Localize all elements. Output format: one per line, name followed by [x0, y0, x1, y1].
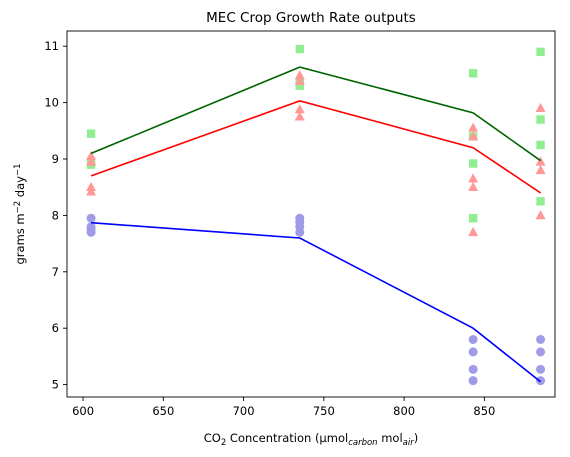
y-tick-label: 11 [44, 39, 59, 53]
series-line-3 [91, 221, 542, 383]
scatter-point-circle-8 [295, 227, 305, 237]
scatter-point-circle-14 [536, 347, 546, 357]
x-axis: 600 650 700 750 800 850 [72, 397, 495, 418]
scatter-point-square-4 [295, 44, 304, 54]
x-tick-label: 850 [473, 404, 495, 418]
scatter-point-triangle-11 [468, 173, 479, 183]
scatter-point-triangle-13 [468, 226, 479, 237]
scatter-point-square-10 [468, 214, 478, 223]
scatter-point-triangle-7 [294, 103, 305, 114]
scatter-point-triangle-10 [468, 131, 479, 141]
scatter-point-triangle-4 [86, 186, 97, 196]
y-axis: 5 6 7 8 9 10 11 [44, 39, 67, 392]
series-lines [90, 66, 542, 383]
x-tick-label: 800 [393, 404, 415, 418]
scatter-point-triangle-12 [468, 181, 479, 192]
scatter-point-circle-4 [86, 227, 96, 237]
scatter-point-triangle-15 [535, 156, 546, 166]
scatter-point-circle-10 [468, 347, 478, 357]
x-tick-label: 700 [233, 404, 255, 418]
scatter-point-circle-9 [468, 334, 478, 344]
scatter-point-square-9 [468, 159, 478, 168]
scatter-point-circle-16 [536, 376, 546, 386]
scatter-point-square-7 [468, 69, 478, 78]
scatter-point-triangle-8 [294, 111, 305, 121]
scatter-point-triangle-5 [294, 70, 305, 80]
x-axis-label: CO2 Concentration (µmolcarbon molair) [204, 431, 418, 448]
scatter-point-square-11 [536, 47, 545, 57]
y-tick-label: 7 [52, 265, 59, 279]
series-line-1 [90, 66, 542, 162]
scatter-point-circle-13 [536, 334, 546, 344]
scatter-point-square-1 [86, 129, 96, 138]
scatter-point-triangle-14 [535, 102, 546, 113]
scatter-point-square-14 [536, 197, 545, 206]
y-tick-label: 6 [52, 321, 59, 335]
scatter-point-square-13 [536, 140, 545, 150]
scatter-point-circle-1 [86, 213, 96, 223]
y-tick-label: 5 [52, 378, 59, 392]
plot-marks [86, 44, 546, 386]
scatter-point-triangle-9 [468, 122, 479, 132]
x-tick-label: 600 [72, 404, 94, 418]
x-tick-label: 750 [313, 404, 335, 418]
scatter-point-square-12 [536, 115, 545, 124]
scatter-point-triangle-2 [86, 156, 97, 166]
scatter-point-triangle-17 [535, 210, 546, 220]
scatter-point-circle-15 [536, 364, 546, 374]
scatter-point-triangle-6 [294, 75, 305, 85]
scatter-point-circle-12 [468, 376, 478, 386]
chart-title: MEC Crop Growth Rate outputs [206, 10, 416, 26]
scatter-point-square-6 [295, 81, 304, 90]
y-tick-label: 10 [44, 96, 59, 110]
series-line-2 [90, 100, 542, 194]
scatter-point-triangle-16 [535, 164, 546, 175]
scatter-point-triangle-1 [86, 150, 97, 160]
y-axis-label: grams m−2 day−1 [13, 163, 27, 264]
plot-frame [66, 30, 556, 398]
x-tick-label: 650 [152, 404, 174, 418]
y-tick-label: 8 [52, 208, 59, 222]
scatter-point-circle-11 [468, 364, 478, 374]
y-tick-label: 9 [52, 152, 59, 166]
